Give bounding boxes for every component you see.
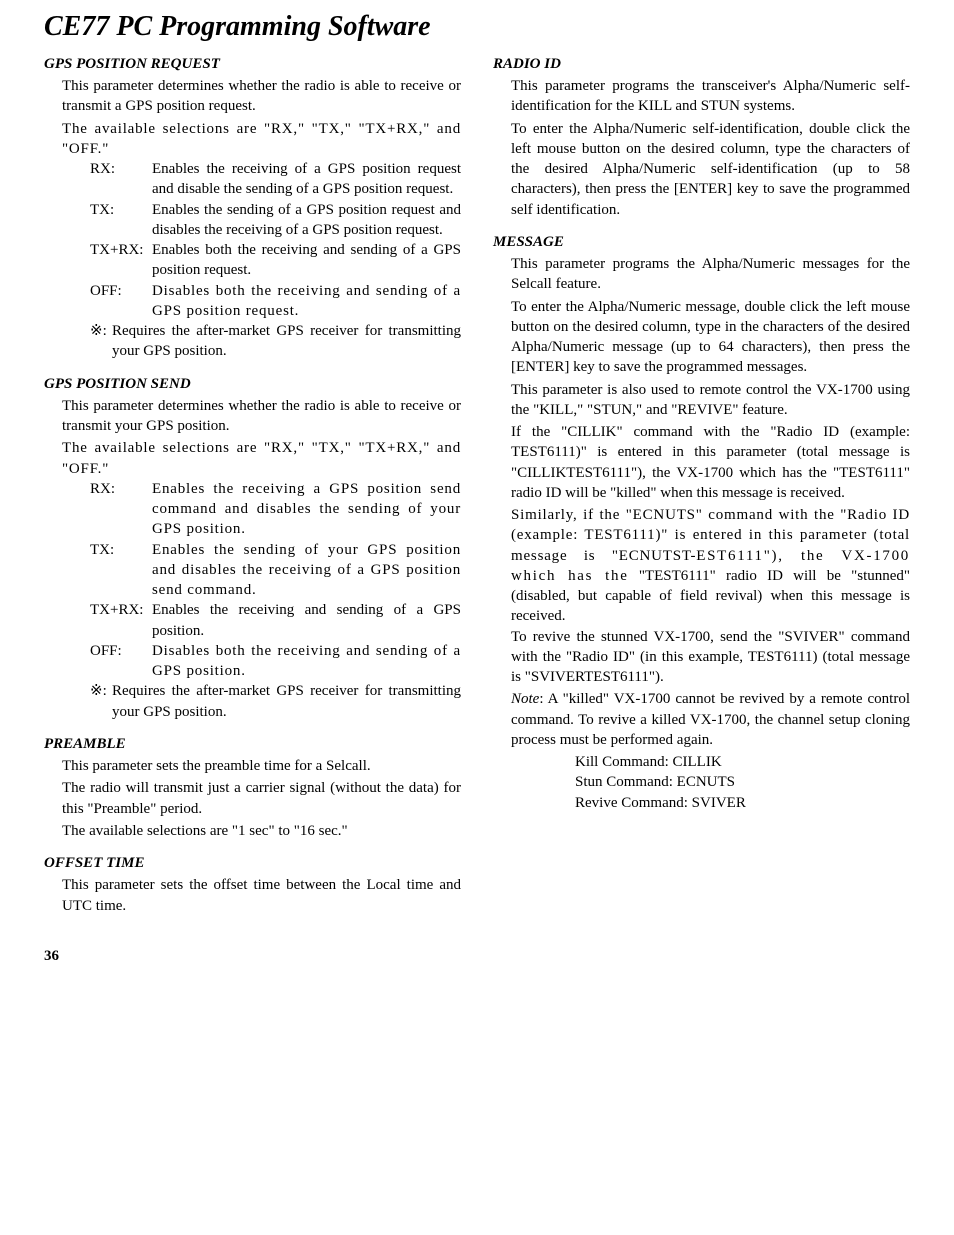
- gps-send-tx-term: TX:: [90, 540, 152, 560]
- gps-send-note-mark: ※:: [90, 681, 112, 701]
- gps-request-defs: RX:Enables the receiving of a GPS positi…: [90, 159, 461, 321]
- message-p6: To revive the stunned VX-1700, send the …: [511, 627, 910, 688]
- right-column: RADIO ID This parameter programs the tra…: [493, 50, 910, 918]
- gps-request-txrx-term: TX+RX:: [90, 240, 152, 260]
- command-list: Kill Command: CILLIK Stun Command: ECNUT…: [575, 752, 910, 813]
- message-p5: Similarly, if the "ECNUTS" command with …: [511, 505, 910, 627]
- gps-request-p1: This parameter determines whether the ra…: [62, 76, 461, 117]
- heading-gps-send: GPS POSITION SEND: [44, 374, 461, 394]
- message-p1: This parameter programs the Alpha/Numeri…: [511, 254, 910, 295]
- message-p3: This parameter is also used to remote co…: [511, 380, 910, 421]
- offset-p1: This parameter sets the offset time betw…: [62, 875, 461, 916]
- radio-id-p2: To enter the Alpha/Numeric self-identifi…: [511, 119, 910, 220]
- gps-send-defs: RX:Enables the receiving a GPS position …: [90, 479, 461, 682]
- gps-send-p2: The available selections are "RX," "TX,"…: [62, 438, 461, 479]
- gps-send-tx-desc: Enables the sending of your GPS position…: [152, 540, 461, 601]
- page-title: CE77 PC Programming Software: [44, 8, 910, 46]
- message-p2: To enter the Alpha/Numeric message, doub…: [511, 297, 910, 378]
- gps-send-note-desc: Requires the after-market GPS receiver f…: [112, 681, 461, 722]
- gps-request-p2: The available selections are "RX," "TX,"…: [62, 119, 461, 160]
- heading-message: MESSAGE: [493, 232, 910, 252]
- gps-send-rx-desc: Enables the receiving a GPS position sen…: [152, 479, 461, 540]
- gps-send-off-term: OFF:: [90, 641, 152, 661]
- gps-send-off-desc: Disables both the receiving and sending …: [152, 641, 461, 682]
- gps-request-tx-desc: Enables the sending of a GPS position re…: [152, 200, 461, 241]
- gps-request-off-desc: Disables both the receiving and sending …: [152, 281, 461, 322]
- gps-request-rx-desc: Enables the receiving of a GPS position …: [152, 159, 461, 200]
- revive-command: Revive Command: SVIVER: [575, 793, 910, 813]
- heading-gps-request: GPS POSITION REQUEST: [44, 54, 461, 74]
- message-p7: Note: A "killed" VX-1700 cannot be reviv…: [511, 689, 910, 750]
- gps-send-rx-term: RX:: [90, 479, 152, 499]
- radio-id-p1: This parameter programs the transceiver'…: [511, 76, 910, 117]
- gps-send-p1: This parameter determines whether the ra…: [62, 396, 461, 437]
- message-p7-note: Note: [511, 691, 539, 707]
- stun-command: Stun Command: ECNUTS: [575, 772, 910, 792]
- gps-request-note-mark: ※:: [90, 321, 112, 341]
- heading-offset: OFFSET TIME: [44, 853, 461, 873]
- gps-send-txrx-term: TX+RX:: [90, 600, 152, 620]
- gps-request-txrx-desc: Enables both the receiving and sending o…: [152, 240, 461, 281]
- kill-command: Kill Command: CILLIK: [575, 752, 910, 772]
- preamble-p1: This parameter sets the preamble time fo…: [62, 756, 461, 776]
- preamble-p2: The radio will transmit just a carrier s…: [62, 778, 461, 819]
- gps-request-rx-term: RX:: [90, 159, 152, 179]
- gps-send-txrx-desc: Enables the receiving and sending of a G…: [152, 600, 461, 641]
- content-columns: GPS POSITION REQUEST This parameter dete…: [44, 50, 910, 918]
- preamble-p3: The available selections are "1 sec" to …: [62, 821, 461, 841]
- gps-request-tx-term: TX:: [90, 200, 152, 220]
- gps-request-note-desc: Requires the after-market GPS receiver f…: [112, 321, 461, 362]
- heading-radio-id: RADIO ID: [493, 54, 910, 74]
- message-p4: If the "CILLIK" command with the "Radio …: [511, 422, 910, 503]
- left-column: GPS POSITION REQUEST This parameter dete…: [44, 50, 461, 918]
- heading-preamble: PREAMBLE: [44, 734, 461, 754]
- page-number: 36: [44, 946, 910, 966]
- gps-request-off-term: OFF:: [90, 281, 152, 301]
- message-p7-body: : A "killed" VX-1700 cannot be revived b…: [511, 691, 910, 748]
